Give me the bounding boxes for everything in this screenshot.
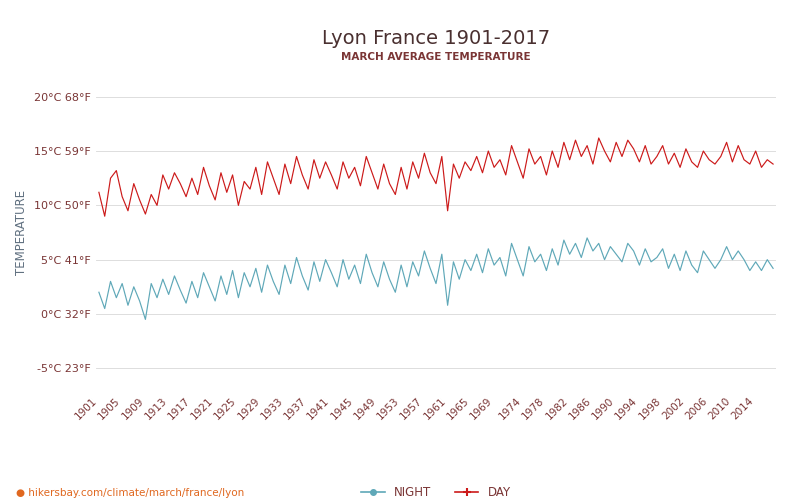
Title: Lyon France 1901-2017: Lyon France 1901-2017 — [322, 30, 550, 48]
Text: MARCH AVERAGE TEMPERATURE: MARCH AVERAGE TEMPERATURE — [341, 52, 531, 62]
Legend: NIGHT, DAY: NIGHT, DAY — [356, 482, 516, 500]
Text: ● hikersbay.com/climate/march/france/lyon: ● hikersbay.com/climate/march/france/lyo… — [16, 488, 244, 498]
Y-axis label: TEMPERATURE: TEMPERATURE — [15, 190, 28, 275]
